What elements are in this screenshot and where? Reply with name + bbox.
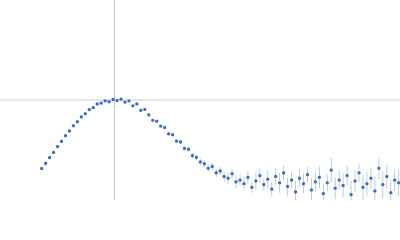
data-point (55, 144, 60, 149)
data-point (234, 180, 238, 184)
data-point (111, 97, 115, 102)
data-point (139, 108, 143, 112)
data-point (63, 134, 68, 138)
data-point (166, 132, 171, 136)
data-point (131, 104, 135, 108)
data-point (293, 190, 298, 194)
data-point (313, 180, 317, 184)
data-point (214, 171, 218, 175)
data-point (337, 178, 341, 182)
data-point (44, 161, 48, 166)
data-point (286, 184, 290, 189)
data-point (341, 183, 345, 188)
data-point (266, 177, 270, 181)
data-point (178, 140, 183, 144)
data-point (99, 101, 103, 105)
data-point (242, 182, 246, 186)
data-point (250, 185, 254, 189)
data-point (325, 181, 329, 185)
data-point (317, 175, 321, 179)
data-point (123, 100, 127, 104)
data-point (79, 115, 83, 119)
data-point (333, 186, 337, 190)
data-point (222, 174, 226, 179)
data-point (349, 192, 353, 197)
data-point (59, 139, 64, 143)
data-point (365, 182, 369, 186)
data-point (381, 183, 385, 187)
data-point (47, 156, 52, 160)
data-point (91, 106, 95, 110)
data-point (163, 125, 167, 130)
data-point (238, 178, 242, 182)
data-point (289, 178, 294, 182)
data-point (155, 119, 159, 123)
data-point (309, 188, 314, 192)
data-point (373, 189, 377, 193)
data-point (95, 102, 99, 106)
data-point (258, 173, 262, 178)
data-point (194, 155, 198, 160)
page: (() => { const data = JSON.parse(documen… (0, 0, 400, 200)
data-point (190, 154, 194, 158)
data-point (385, 174, 389, 179)
data-point (377, 166, 381, 170)
data-point (282, 171, 286, 175)
data-point (305, 173, 310, 177)
data-point (361, 185, 365, 189)
data-point (170, 133, 175, 137)
data-point (397, 181, 400, 185)
data-point (274, 174, 278, 179)
data-point (159, 124, 163, 128)
data-point (67, 129, 72, 133)
data-point (174, 139, 179, 143)
data-point (321, 192, 325, 196)
data-point (393, 178, 397, 182)
data-point (226, 176, 230, 180)
chart (0, 0, 400, 200)
data-point (151, 118, 155, 122)
data-point (254, 179, 258, 183)
data-point (147, 113, 151, 117)
data-point (206, 166, 210, 170)
data-point (301, 182, 306, 186)
data-point (119, 97, 123, 101)
data-point (357, 171, 361, 175)
data-point (198, 160, 202, 164)
data-point (75, 120, 79, 124)
data-point (107, 100, 111, 104)
data-point (329, 168, 333, 172)
data-point (262, 183, 266, 187)
data-point (87, 108, 91, 112)
data-point (210, 164, 214, 169)
data-point (353, 179, 357, 183)
data-point (40, 166, 44, 171)
data-point (202, 162, 206, 166)
data-point (278, 181, 282, 185)
data-point (389, 191, 393, 195)
data-point (71, 124, 75, 128)
data-point (135, 102, 139, 106)
data-point (186, 147, 191, 151)
data-point (345, 173, 349, 178)
data-point (115, 98, 119, 103)
data-point (127, 99, 131, 103)
data-point (297, 176, 302, 180)
data-point (218, 169, 222, 173)
data-point (103, 99, 107, 103)
data-point (143, 107, 147, 112)
data-point (83, 112, 87, 116)
data-point (182, 146, 187, 150)
data-point (230, 172, 234, 176)
data-point (270, 187, 274, 191)
data-point (51, 150, 56, 155)
data-point (246, 175, 250, 179)
data-point (369, 176, 373, 180)
